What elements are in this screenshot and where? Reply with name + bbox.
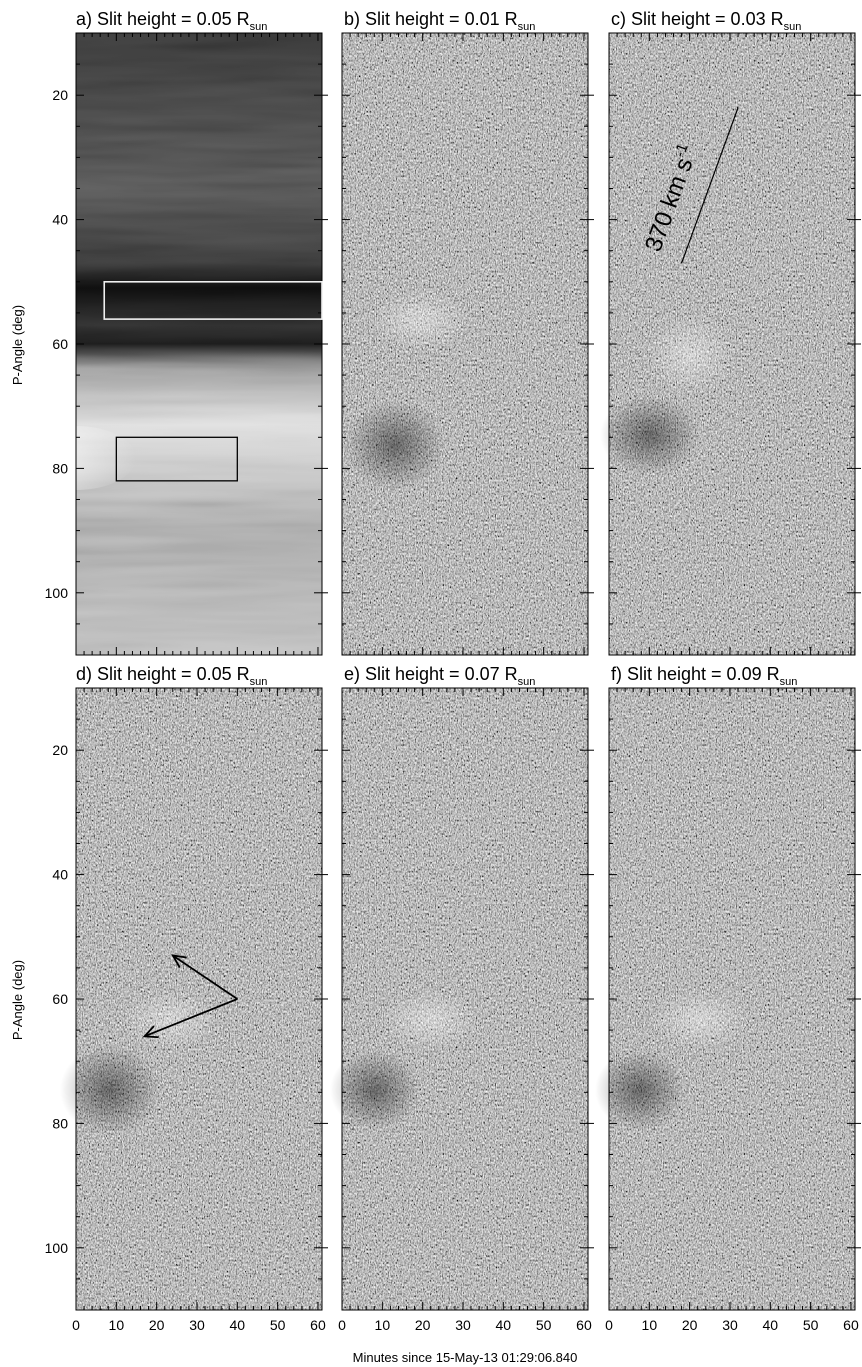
panel-f-title: f) Slit height = 0.09 Rsun (611, 664, 797, 688)
x-tick-label: 20 (149, 1317, 165, 1333)
x-tick-label: 10 (642, 1317, 658, 1333)
panel-b-image (342, 33, 588, 655)
y-tick-label: 40 (52, 867, 68, 883)
x-tick-label: 10 (109, 1317, 125, 1333)
y-tick-label: 60 (52, 991, 68, 1007)
arrow-shaft (144, 998, 238, 1038)
panel-a-banding (76, 33, 322, 655)
x-tick-label: 10 (375, 1317, 391, 1333)
y-tick-label: 100 (45, 1240, 69, 1256)
y-tick-label: 60 (52, 336, 68, 352)
panel-d (60, 688, 322, 1310)
panel-f (595, 688, 855, 1310)
x-tick-label: 60 (310, 1317, 326, 1333)
box-white (103, 280, 323, 320)
x-tick-label: 0 (338, 1317, 346, 1333)
y-tick-label: 80 (52, 460, 68, 476)
x-tick-label: 30 (722, 1317, 738, 1333)
y-axis-title-top: P-Angle (deg) (10, 305, 25, 385)
x-tick-label: 0 (72, 1317, 80, 1333)
x-tick-label: 40 (763, 1317, 779, 1333)
panel-b (342, 33, 588, 655)
x-tick-label: 50 (803, 1317, 819, 1333)
x-tick-label: 30 (189, 1317, 205, 1333)
y-tick-label: 40 (52, 212, 68, 228)
y-tick-label: 20 (52, 742, 68, 758)
x-tick-label: 50 (270, 1317, 286, 1333)
speed-line (681, 107, 739, 264)
box-black (115, 436, 238, 482)
y-tick-label: 20 (52, 87, 68, 103)
x-tick-label: 60 (843, 1317, 859, 1333)
x-tick-label: 20 (415, 1317, 431, 1333)
y-axis-title-bottom: P-Angle (deg) (10, 960, 25, 1040)
panel-c (600, 33, 855, 655)
panel-c-title: c) Slit height = 0.03 Rsun (611, 9, 801, 33)
panel-d-title: d) Slit height = 0.05 Rsun (76, 664, 267, 688)
x-axis-title: Minutes since 15-May-13 01:29:06.840 (353, 1350, 578, 1365)
x-tick-label: 0 (605, 1317, 613, 1333)
y-tick-label: 80 (52, 1115, 68, 1131)
arrow-head (142, 1025, 159, 1039)
panel-e (330, 688, 588, 1310)
x-tick-label: 40 (230, 1317, 246, 1333)
arrow-head (171, 954, 187, 969)
panel-b-title: b) Slit height = 0.01 Rsun (344, 9, 535, 33)
panel-a-title: a) Slit height = 0.05 Rsun (76, 9, 267, 33)
x-tick-label: 30 (455, 1317, 471, 1333)
x-tick-label: 60 (576, 1317, 592, 1333)
y-tick-label: 100 (45, 585, 69, 601)
x-tick-label: 40 (496, 1317, 512, 1333)
arrow-shaft (172, 954, 238, 1000)
panel-a (16, 33, 322, 655)
panel-e-title: e) Slit height = 0.07 Rsun (344, 664, 535, 688)
x-tick-label: 20 (682, 1317, 698, 1333)
x-tick-label: 50 (536, 1317, 552, 1333)
